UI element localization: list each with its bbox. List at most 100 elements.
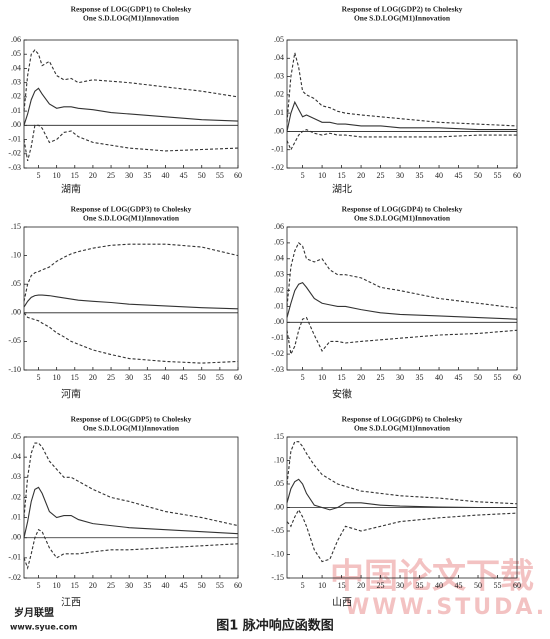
x-tick-label: 60 xyxy=(234,581,242,590)
x-tick-label: 45 xyxy=(455,373,463,382)
y-tick-label: .01 xyxy=(274,108,284,117)
y-tick-label: -.01 xyxy=(271,333,284,342)
response-line xyxy=(23,528,239,570)
x-tick-label: 20 xyxy=(89,171,97,180)
x-tick-label: 30 xyxy=(125,171,133,180)
x-tick-label: 20 xyxy=(89,373,97,382)
y-tick-label: .01 xyxy=(11,512,21,521)
y-tick-label: .00 xyxy=(11,120,21,129)
x-tick-label: 40 xyxy=(435,581,443,590)
x-tick-label: 5 xyxy=(301,373,305,382)
x-tick-label: 50 xyxy=(198,373,206,382)
x-tick-label: 20 xyxy=(357,373,365,382)
x-tick-label: 25 xyxy=(107,373,115,382)
x-tick-label: 50 xyxy=(474,373,482,382)
y-tick-label: .05 xyxy=(274,479,284,488)
x-tick-label: 30 xyxy=(396,581,404,590)
y-tick-label: .15 xyxy=(11,222,21,231)
x-tick-label: 55 xyxy=(494,171,502,180)
y-tick-label: -.05 xyxy=(8,336,21,345)
response-line xyxy=(23,312,239,364)
response-line xyxy=(23,49,239,112)
y-tick-label: .10 xyxy=(11,250,21,259)
y-tick-label: .06 xyxy=(274,222,284,231)
x-label: 河南 xyxy=(61,387,81,400)
chart-title: Response of LOG(GDP3) to Cholesky xyxy=(71,205,192,214)
y-tick-label: -.03 xyxy=(8,163,21,172)
plot-frame xyxy=(23,39,239,169)
y-tick-label: .00 xyxy=(274,502,284,511)
y-tick-label: .04 xyxy=(274,254,284,263)
x-tick-label: 10 xyxy=(318,373,326,382)
x-tick-label: 60 xyxy=(234,373,242,382)
x-tick-label: 40 xyxy=(161,581,169,590)
caption: 图1 脉冲响应函数图 xyxy=(216,618,334,634)
x-tick-label: 55 xyxy=(216,171,224,180)
x-tick-label: 25 xyxy=(377,581,385,590)
x-tick-label: 30 xyxy=(396,373,404,382)
x-tick-label: 45 xyxy=(180,581,188,590)
x-tick-label: 25 xyxy=(107,581,115,590)
watermark: www.syue.com xyxy=(10,623,77,632)
response-line xyxy=(286,128,517,151)
x-tick-label: 15 xyxy=(71,581,79,590)
chart-title: One S.D.LOG(M1)Innovation xyxy=(354,14,451,23)
response-line xyxy=(286,441,518,505)
plot-frame xyxy=(286,226,518,371)
y-tick-label: -.02 xyxy=(8,573,21,582)
y-tick-label: .02 xyxy=(11,492,21,501)
y-tick-label: .03 xyxy=(274,269,284,278)
x-label: 湖南 xyxy=(61,182,81,195)
x-tick-label: 55 xyxy=(216,373,224,382)
y-tick-label: .03 xyxy=(11,77,21,86)
x-label: 湖北 xyxy=(332,183,352,195)
y-tick-label: .04 xyxy=(11,63,21,72)
y-tick-label: .00 xyxy=(11,533,21,542)
y-tick-label: .00 xyxy=(11,308,21,317)
chart-title: Response of LOG(GDP5) to Cholesky xyxy=(71,415,192,424)
y-tick-label: .10 xyxy=(274,455,284,464)
y-tick-label: -.03 xyxy=(271,365,284,374)
y-tick-label: -.01 xyxy=(8,134,21,143)
chart-title: Response of LOG(GDP4) to Cholesky xyxy=(342,205,463,214)
y-tick-label: -.02 xyxy=(8,149,21,158)
response-line xyxy=(286,478,517,511)
x-tick-label: 10 xyxy=(318,171,326,180)
x-tick-label: 50 xyxy=(474,581,482,590)
response-line xyxy=(286,281,518,320)
x-tick-label: 45 xyxy=(180,373,188,382)
response-line xyxy=(23,87,239,126)
x-tick-label: 55 xyxy=(494,373,502,382)
x-tick-label: 55 xyxy=(494,581,502,590)
x-tick-label: 30 xyxy=(125,373,133,382)
y-tick-label: -.02 xyxy=(271,163,284,172)
x-tick-label: 5 xyxy=(37,373,41,382)
x-tick-label: 5 xyxy=(37,171,41,180)
x-tick-label: 45 xyxy=(455,581,463,590)
x-label: 山西 xyxy=(332,596,352,608)
y-tick-label: -.02 xyxy=(271,349,284,358)
chart-title: Response of LOG(GDP6) to Cholesky xyxy=(342,415,463,424)
x-tick-label: 20 xyxy=(357,581,365,590)
response-line xyxy=(23,442,239,527)
y-tick-label: .06 xyxy=(11,35,21,44)
response-line xyxy=(23,124,239,162)
x-tick-label: 5 xyxy=(301,171,305,180)
x-tick-label: 40 xyxy=(435,171,443,180)
x-tick-label: 35 xyxy=(416,581,424,590)
x-tick-label: 5 xyxy=(37,581,41,590)
chart-title: One S.D.LOG(M1)Innovation xyxy=(83,214,180,223)
x-tick-label: 15 xyxy=(338,581,346,590)
y-tick-label: .15 xyxy=(274,432,284,441)
x-tick-label: 60 xyxy=(513,171,521,180)
y-tick-label: .04 xyxy=(274,53,284,62)
response-line xyxy=(286,100,517,132)
x-tick-label: 15 xyxy=(338,373,346,382)
x-tick-label: 30 xyxy=(125,581,133,590)
x-tick-label: 40 xyxy=(435,373,443,382)
y-tick-label: -.15 xyxy=(271,573,284,582)
x-tick-label: 25 xyxy=(377,373,385,382)
x-tick-label: 50 xyxy=(474,171,482,180)
x-tick-label: 45 xyxy=(455,171,463,180)
x-tick-label: 40 xyxy=(161,373,169,382)
